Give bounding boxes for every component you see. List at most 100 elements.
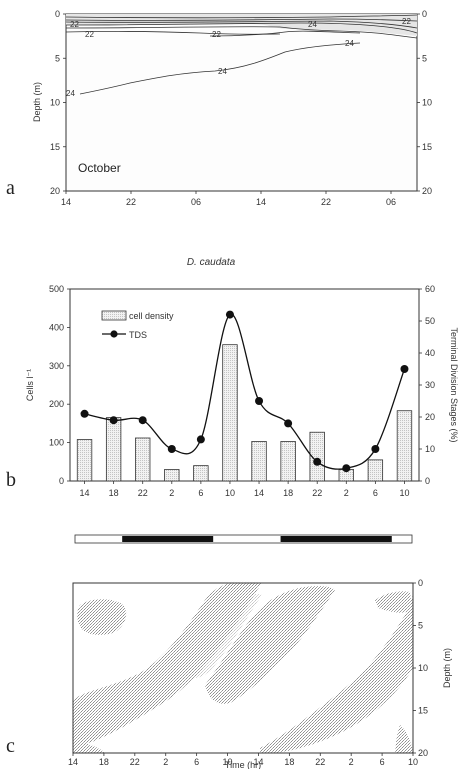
x-tick-label: 10 (408, 757, 418, 767)
x-tick-label: 10 (399, 488, 409, 498)
x-tick-label: 06 (386, 197, 396, 207)
x-tick-label: 6 (373, 488, 378, 498)
panel-a-letter: a (6, 177, 15, 199)
density-bar (105, 417, 122, 482)
density-bar (135, 437, 151, 482)
x-tick-label: 18 (109, 488, 119, 498)
y-tick-label: 0 (59, 476, 64, 486)
density-bar (367, 459, 384, 482)
panel-a-y-ticks: 0 5 10 15 20 (50, 9, 66, 196)
density-bar (280, 441, 296, 482)
panel-a-ylabel: Depth (m) (32, 82, 42, 122)
y-tick-label: 10 (50, 98, 60, 108)
tds-point (109, 416, 118, 425)
legend-label-tds: TDS (129, 330, 147, 340)
right-tick-label: 40 (425, 348, 435, 358)
tds-point (284, 419, 293, 428)
density-patches (73, 583, 413, 753)
x-tick-label: 2 (349, 757, 354, 767)
density-bar (251, 441, 267, 482)
right-tick-label: 60 (425, 284, 435, 294)
x-tick-label: 18 (99, 757, 109, 767)
x-tick-label: 14 (80, 488, 90, 498)
right-tick-label: 10 (425, 444, 435, 454)
species-title: D. caudata (187, 257, 236, 268)
x-tick-label: 14 (68, 757, 78, 767)
x-tick-label: 22 (315, 757, 325, 767)
x-tick-label: 14 (254, 488, 264, 498)
panel-c-ylabel-right: Depth (m) (442, 648, 452, 688)
tds-point (255, 397, 264, 405)
x-tick-label: 22 (321, 197, 331, 207)
contour-label: 24 (345, 39, 354, 48)
legend-label-cell-density: cell density (129, 311, 174, 321)
x-tick-label: 18 (283, 488, 293, 498)
x-tick-label: 18 (284, 757, 294, 767)
contour-label: 22 (70, 20, 79, 29)
x-tick-label: 10 (225, 488, 235, 498)
right-tick-label: 5 (418, 621, 423, 631)
x-tick-label: 2 (163, 757, 168, 767)
panel-c-x-ticks: 14 18 22 2 6 10 14 18 22 2 6 10 (68, 753, 418, 767)
contour-label: 24 (218, 67, 227, 76)
density-bar (193, 465, 209, 482)
right-tick-label: 15 (422, 142, 432, 152)
y-tick-label: 5 (55, 53, 60, 63)
x-tick-label: 2 (344, 488, 349, 498)
dark-period (122, 536, 214, 542)
x-tick-label: 14 (61, 197, 71, 207)
tds-points (80, 310, 409, 473)
right-tick-label: 20 (425, 412, 435, 422)
density-bar (164, 469, 180, 482)
right-tick-label: 10 (418, 663, 428, 673)
panel-b-right-ticks: 0 10 20 30 40 50 60 (419, 284, 435, 486)
x-tick-label: 14 (256, 197, 266, 207)
light-dark-bar (74, 534, 413, 544)
tds-point (342, 464, 351, 473)
y-tick-label: 400 (49, 322, 64, 332)
panel-a-right-ticks: 0 5 10 15 20 (417, 9, 432, 196)
panel-a: 22 22 22 22 24 24 24 24 October Depth (m… (6, 9, 432, 207)
right-tick-label: 50 (425, 316, 435, 326)
x-tick-label: 10 (223, 757, 233, 767)
dark-period (280, 536, 392, 542)
panel-a-x-ticks: 14 22 06 14 22 06 (61, 191, 396, 207)
right-tick-label: 0 (418, 578, 423, 588)
x-tick-label: 22 (126, 197, 136, 207)
contour-lines (65, 14, 418, 95)
bar-series (76, 344, 413, 482)
right-tick-label: 5 (422, 53, 427, 63)
tds-point (400, 365, 409, 373)
contour-label: 24 (308, 20, 317, 29)
panel-a-frame (65, 13, 418, 192)
contour-label: 24 (66, 89, 75, 98)
panel-b-y-ticks: 0 100 200 300 400 500 (49, 284, 70, 486)
panel-b-ylabel: Cells l⁻¹ (25, 369, 35, 401)
dark-periods (122, 536, 392, 542)
right-tick-label: 0 (422, 9, 427, 19)
density-bar (396, 410, 413, 482)
x-tick-label: 6 (380, 757, 385, 767)
right-tick-label: 10 (422, 98, 432, 108)
contour-label: 22 (85, 30, 94, 39)
contour-label: 22 (402, 17, 411, 26)
tds-point (196, 435, 205, 444)
x-tick-label: 2 (169, 488, 174, 498)
right-tick-label: 20 (418, 748, 428, 758)
panel-c-letter: c (6, 735, 15, 757)
y-tick-label: 200 (49, 399, 64, 409)
right-tick-label: 0 (425, 476, 430, 486)
x-tick-label: 14 (253, 757, 263, 767)
thermocline-band (66, 14, 417, 36)
tds-point (80, 409, 89, 418)
tds-point (371, 445, 380, 453)
legend: cell density TDS (101, 310, 174, 340)
y-tick-label: 300 (49, 361, 64, 371)
x-tick-label: 06 (191, 197, 201, 207)
contour-label: 22 (212, 30, 221, 39)
panel-c-right-ticks: 0 5 10 15 20 (413, 578, 428, 758)
y-tick-label: 20 (50, 186, 60, 196)
contour-labels: 22 22 22 22 24 24 24 24 (66, 17, 411, 98)
density-bar (222, 344, 238, 482)
